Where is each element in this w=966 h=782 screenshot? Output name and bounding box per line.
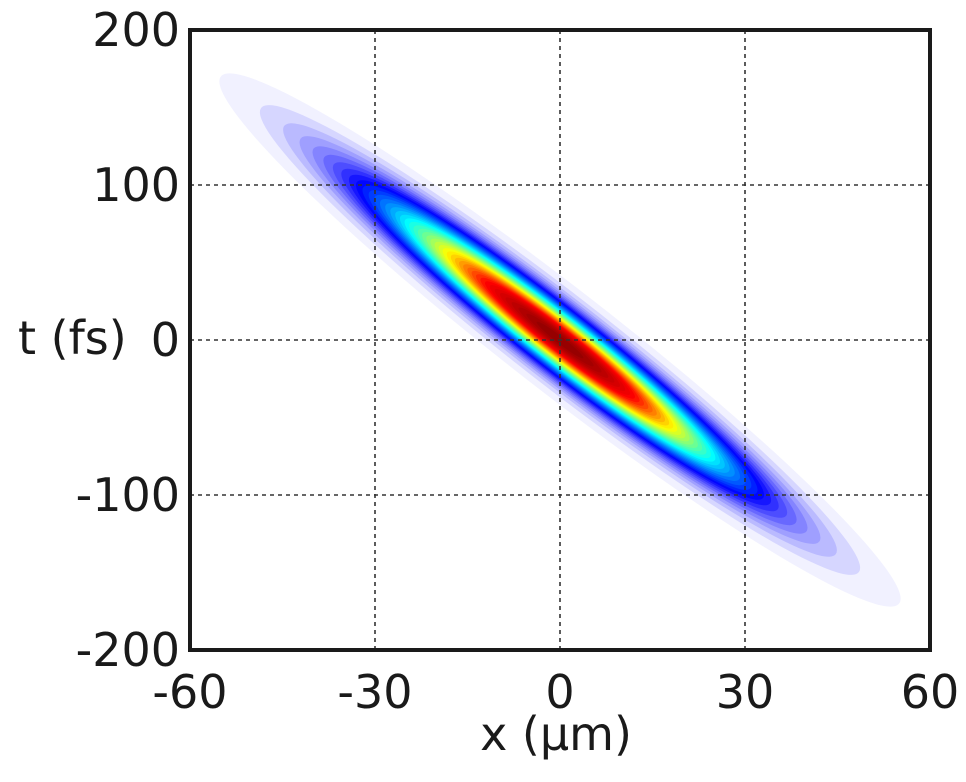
x-axis-label: x (µm)	[480, 707, 632, 761]
y-tick-label: -100	[76, 468, 180, 522]
y-tick-label: 200	[92, 3, 180, 57]
y-axis-label: t (fs)	[18, 311, 127, 365]
grid-lines	[190, 30, 930, 650]
plot-frame	[188, 28, 932, 652]
x-tick-labels: -60 -30 0 30 60	[152, 665, 959, 719]
x-tick-label: 30	[716, 665, 775, 719]
x-tick-label: 0	[545, 665, 574, 719]
y-tick-label: 100	[92, 158, 180, 212]
x-tick-label: -30	[337, 665, 412, 719]
x-tick-label: -60	[152, 665, 227, 719]
y-tick-label: 0	[151, 313, 180, 367]
y-tick-label: -200	[76, 623, 180, 677]
y-tick-labels: 200 100 0 -100 -200	[76, 3, 180, 677]
x-tick-label: 60	[901, 665, 960, 719]
